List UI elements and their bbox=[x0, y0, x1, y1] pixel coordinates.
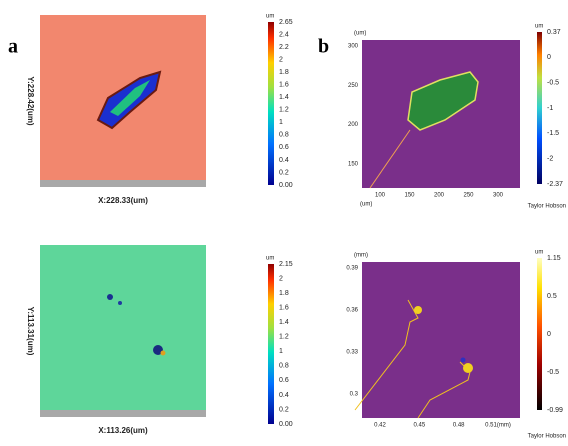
brand: Taylor Hobson bbox=[528, 434, 566, 440]
brand: Taylor Hobson bbox=[528, 204, 566, 210]
colorbar-tick-label: 2.15 bbox=[279, 261, 293, 268]
y-axis-label: Y:228.42(um) bbox=[26, 76, 35, 126]
colorbar-tick-label: -1 bbox=[547, 105, 553, 112]
x-tick-label: 300 bbox=[493, 193, 504, 199]
axis-unit: (um) bbox=[360, 202, 372, 208]
y-tick-label: 200 bbox=[348, 122, 359, 128]
colorbar-tick-label: 1.15 bbox=[547, 255, 561, 262]
y-tick-label: 250 bbox=[348, 83, 359, 89]
colorbar-tick-label: 0.00 bbox=[279, 421, 293, 428]
x-tick-label: 0.42 bbox=[374, 423, 386, 429]
x-tick-label: 0.48 bbox=[453, 423, 465, 429]
colorbar-tick-label: 0.5 bbox=[547, 293, 557, 300]
colorbar-tick-label: 2 bbox=[279, 275, 283, 282]
colorbar-tick-label: 2.2 bbox=[279, 44, 289, 51]
x-tick-label: 250 bbox=[463, 193, 474, 199]
colorbar-tick-label: 0.2 bbox=[279, 406, 289, 413]
colorbar-tick-label: 0.4 bbox=[279, 392, 289, 399]
y-tick-label: 0.36 bbox=[346, 308, 358, 314]
y-axis-label: Y:113.31(um) bbox=[26, 307, 35, 356]
colorbar-tick-label: 2.65 bbox=[279, 19, 293, 26]
panel-label: a bbox=[8, 36, 18, 58]
panel-label: b bbox=[318, 36, 329, 58]
colorbar-tick-label: -1.5 bbox=[547, 130, 559, 137]
y-tick-label: 150 bbox=[348, 162, 359, 168]
colorbar-tick-label: 0.2 bbox=[279, 169, 289, 176]
map-a bbox=[40, 15, 206, 187]
y-tick-label: 300 bbox=[348, 44, 359, 50]
colorbar-tick-label: 1.4 bbox=[279, 319, 289, 326]
colorbar-unit: um bbox=[266, 14, 274, 20]
colorbar-tick-label: -0.5 bbox=[547, 369, 559, 376]
axis-unit: (mm) bbox=[354, 253, 368, 259]
colorbar-tick-label: 0 bbox=[547, 54, 551, 61]
x-axis-label: X:228.33(um) bbox=[98, 196, 148, 205]
y-tick-label: 0.3 bbox=[350, 392, 359, 398]
colorbar-tick-label: 1.6 bbox=[279, 82, 289, 89]
colorbar-d bbox=[537, 258, 542, 410]
colorbar-tick-label: 1.4 bbox=[279, 94, 289, 101]
colorbar-tick-label: 0.37 bbox=[547, 29, 561, 36]
x-tick-label: 0.51(mm) bbox=[485, 423, 511, 429]
colorbar-tick-label: 1.8 bbox=[279, 290, 289, 297]
colorbar-tick-label: -2 bbox=[547, 156, 553, 163]
x-tick-label: 200 bbox=[434, 193, 445, 199]
colorbar-tick-label: 1.2 bbox=[279, 107, 289, 114]
colorbar-c bbox=[268, 264, 274, 424]
y-tick-label: 0.33 bbox=[346, 350, 358, 356]
x-tick-label: 0.45 bbox=[413, 423, 425, 429]
x-tick-label: 150 bbox=[404, 193, 415, 199]
colorbar-tick-label: 0 bbox=[547, 331, 551, 338]
colorbar-a bbox=[268, 22, 274, 185]
x-axis-label: X:113.26(um) bbox=[98, 426, 148, 435]
colorbar-tick-label: 1 bbox=[279, 348, 283, 355]
colorbar-tick-label: 0.00 bbox=[279, 182, 293, 189]
colorbar-unit: um bbox=[266, 256, 274, 262]
colorbar-tick-label: -0.5 bbox=[547, 80, 559, 87]
x-tick-label: 100 bbox=[375, 193, 386, 199]
colorbar-tick-label: 0.6 bbox=[279, 144, 289, 151]
colorbar-unit: um bbox=[535, 24, 543, 30]
colorbar-tick-label: 1.6 bbox=[279, 304, 289, 311]
colorbar-b bbox=[537, 32, 542, 184]
colorbar-tick-label: 0.6 bbox=[279, 377, 289, 384]
colorbar-unit: um bbox=[535, 250, 543, 256]
map-c bbox=[40, 245, 206, 417]
colorbar-tick-label: -2.37 bbox=[547, 181, 563, 188]
colorbar-tick-label: -0.99 bbox=[547, 407, 563, 414]
colorbar-tick-label: 1 bbox=[279, 119, 283, 126]
axis-unit: (um) bbox=[354, 31, 366, 37]
colorbar-tick-label: 2 bbox=[279, 56, 283, 63]
colorbar-tick-label: 2.4 bbox=[279, 31, 289, 38]
colorbar-tick-label: 1.2 bbox=[279, 334, 289, 341]
colorbar-tick-label: 0.8 bbox=[279, 132, 289, 139]
colorbar-tick-label: 1.8 bbox=[279, 69, 289, 76]
colorbar-tick-label: 0.4 bbox=[279, 157, 289, 164]
colorbar-tick-label: 0.8 bbox=[279, 363, 289, 370]
y-tick-label: 0.39 bbox=[346, 266, 358, 272]
map-d bbox=[354, 262, 520, 419]
map-b bbox=[362, 40, 520, 189]
